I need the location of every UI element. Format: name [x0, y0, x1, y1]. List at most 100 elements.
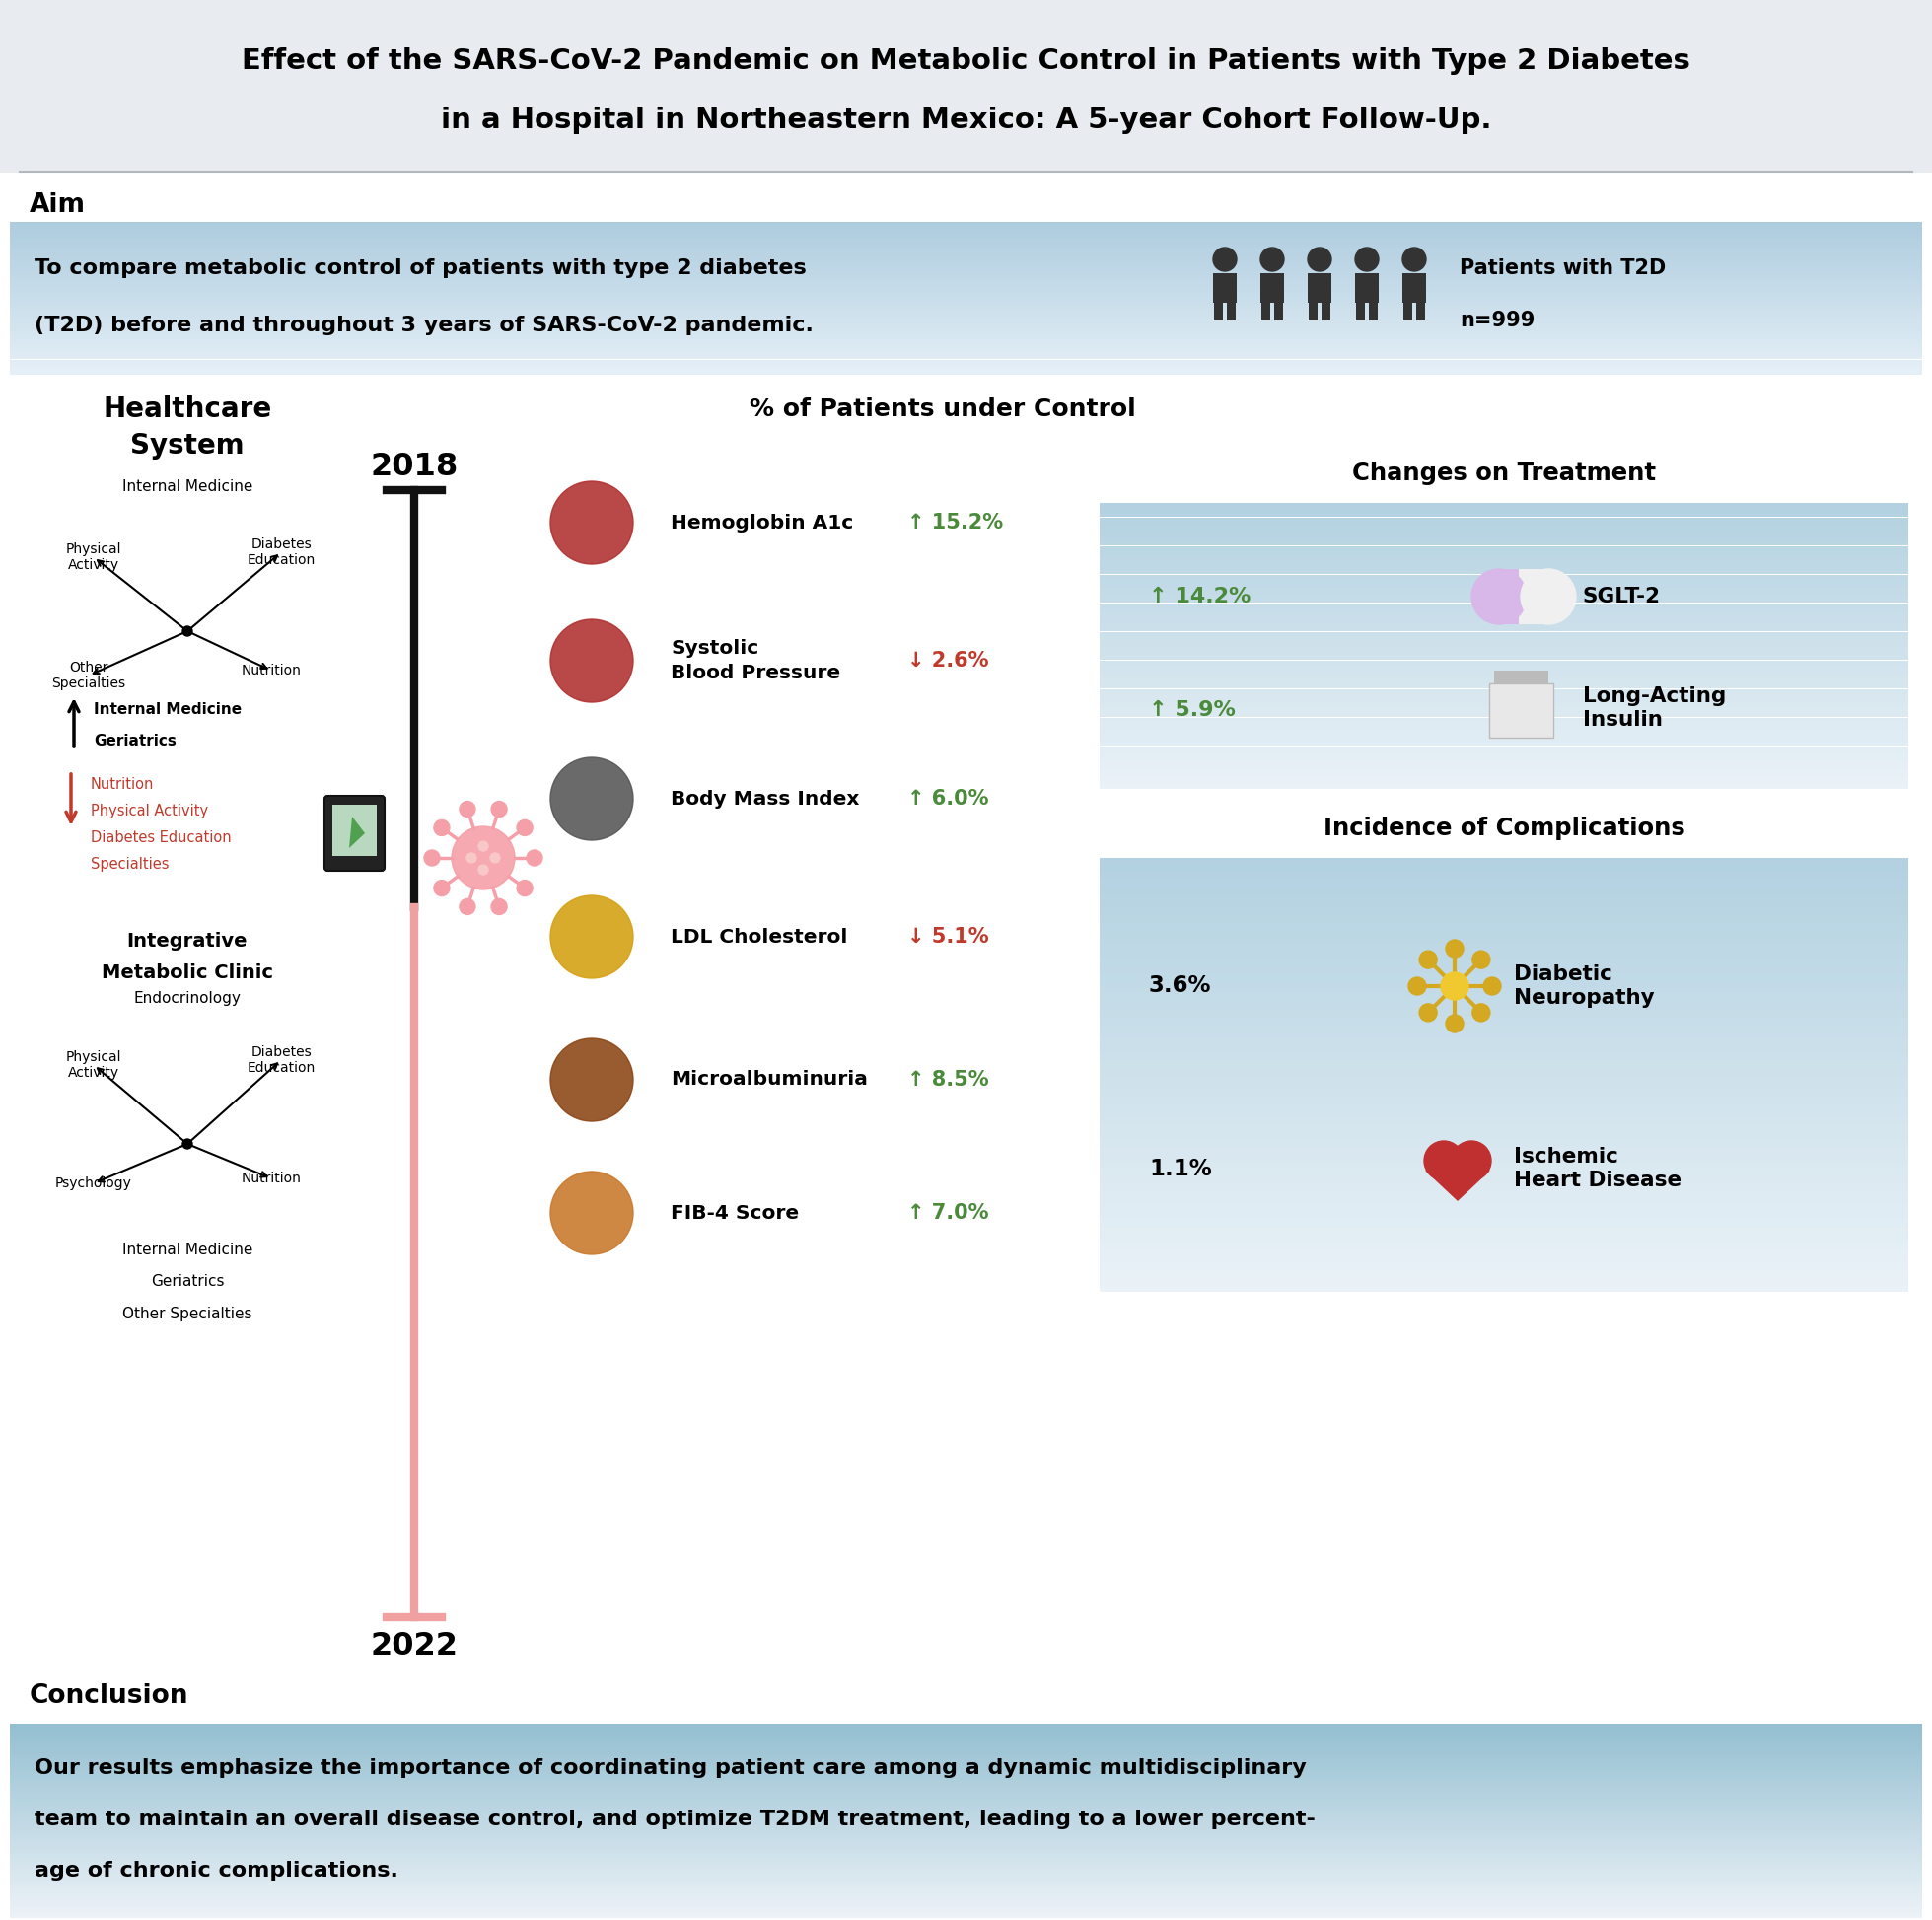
- Bar: [10, 311, 1922, 313]
- Text: team to maintain an overall disease control, and optimize T2DM treatment, leadin: team to maintain an overall disease cont…: [35, 1809, 1316, 1830]
- Bar: [1099, 1075, 1909, 1083]
- Text: Long-Acting
Insulin: Long-Acting Insulin: [1582, 685, 1725, 730]
- Bar: [10, 232, 1922, 234]
- Bar: [1099, 1096, 1909, 1104]
- Bar: [10, 303, 1922, 305]
- Bar: [10, 1916, 1922, 1918]
- Bar: [10, 1818, 1922, 1820]
- Text: FIB-4 Score: FIB-4 Score: [670, 1204, 800, 1223]
- Bar: [10, 1855, 1922, 1857]
- Text: ↑ 15.2%: ↑ 15.2%: [908, 513, 1003, 532]
- Circle shape: [1420, 950, 1437, 968]
- Circle shape: [460, 899, 475, 914]
- Text: 3.6%: 3.6%: [1150, 975, 1211, 998]
- Bar: [1227, 303, 1236, 321]
- Bar: [10, 1736, 1922, 1738]
- Circle shape: [466, 852, 477, 862]
- Text: Internal Medicine: Internal Medicine: [122, 1242, 253, 1258]
- Bar: [10, 263, 1922, 265]
- Bar: [10, 355, 1922, 357]
- Bar: [1099, 1183, 1909, 1190]
- Bar: [332, 804, 377, 856]
- Bar: [1099, 1162, 1909, 1169]
- Bar: [10, 359, 1922, 363]
- Bar: [10, 280, 1922, 282]
- Bar: [1099, 1068, 1909, 1075]
- Circle shape: [1520, 568, 1577, 624]
- Bar: [1099, 1039, 1909, 1046]
- Text: Physical
Activity: Physical Activity: [66, 541, 122, 572]
- Bar: [10, 1862, 1922, 1864]
- Text: Patients with T2D: Patients with T2D: [1459, 259, 1665, 278]
- Bar: [10, 326, 1922, 328]
- Text: Microalbuminuria: Microalbuminuria: [670, 1071, 867, 1089]
- Bar: [1099, 774, 1909, 780]
- Bar: [10, 363, 1922, 365]
- Bar: [10, 248, 1922, 250]
- Bar: [1099, 1104, 1909, 1112]
- Bar: [10, 1738, 1922, 1741]
- Bar: [1099, 952, 1909, 960]
- Bar: [10, 1880, 1922, 1882]
- Bar: [1099, 526, 1909, 532]
- Circle shape: [1420, 1004, 1437, 1021]
- Circle shape: [1424, 1140, 1464, 1181]
- Bar: [1099, 722, 1909, 728]
- Bar: [1099, 564, 1909, 570]
- Text: Diabetes
Education: Diabetes Education: [247, 1044, 315, 1075]
- Bar: [10, 1788, 1922, 1789]
- Bar: [10, 275, 1922, 278]
- Bar: [1099, 532, 1909, 536]
- Bar: [1099, 1125, 1909, 1133]
- Bar: [1099, 555, 1909, 561]
- Bar: [10, 1847, 1922, 1851]
- Bar: [1099, 636, 1909, 641]
- Bar: [1099, 751, 1909, 756]
- Bar: [1099, 626, 1909, 632]
- Circle shape: [1472, 1004, 1490, 1021]
- Bar: [10, 223, 1922, 225]
- Bar: [1099, 866, 1909, 872]
- Bar: [1099, 966, 1909, 973]
- Bar: [1099, 1227, 1909, 1235]
- Bar: [1099, 1206, 1909, 1212]
- Circle shape: [551, 1039, 634, 1121]
- Bar: [10, 332, 1922, 334]
- Bar: [1099, 703, 1909, 708]
- Polygon shape: [1426, 1171, 1490, 1200]
- Bar: [10, 1761, 1922, 1763]
- Bar: [1099, 680, 1909, 684]
- Bar: [10, 1912, 1922, 1916]
- Bar: [10, 365, 1922, 367]
- Bar: [10, 1745, 1922, 1747]
- Bar: [1099, 513, 1909, 516]
- Text: Healthcare: Healthcare: [102, 396, 272, 422]
- Text: Nutrition: Nutrition: [242, 1171, 301, 1185]
- Bar: [10, 1784, 1922, 1788]
- Bar: [1099, 770, 1909, 774]
- Bar: [1308, 273, 1331, 303]
- Bar: [10, 1884, 1922, 1887]
- Bar: [1416, 303, 1426, 321]
- Bar: [1099, 924, 1909, 931]
- Text: (T2D) before and throughout 3 years of SARS-CoV-2 pandemic.: (T2D) before and throughout 3 years of S…: [35, 315, 813, 336]
- Text: Ischemic
Heart Disease: Ischemic Heart Disease: [1515, 1146, 1681, 1190]
- Bar: [10, 1828, 1922, 1830]
- Bar: [1099, 670, 1909, 674]
- Bar: [10, 1882, 1922, 1884]
- Bar: [10, 294, 1922, 296]
- Text: Metabolic Clinic: Metabolic Clinic: [102, 964, 272, 983]
- Bar: [10, 348, 1922, 349]
- Bar: [10, 1910, 1922, 1912]
- Bar: [1099, 664, 1909, 670]
- Bar: [1099, 1117, 1909, 1125]
- Circle shape: [551, 756, 634, 841]
- Bar: [10, 372, 1922, 374]
- Circle shape: [1408, 977, 1426, 995]
- Bar: [10, 1805, 1922, 1807]
- Bar: [10, 1816, 1922, 1818]
- FancyBboxPatch shape: [325, 795, 384, 872]
- Bar: [10, 1876, 1922, 1880]
- Bar: [10, 1837, 1922, 1841]
- Bar: [1099, 1089, 1909, 1096]
